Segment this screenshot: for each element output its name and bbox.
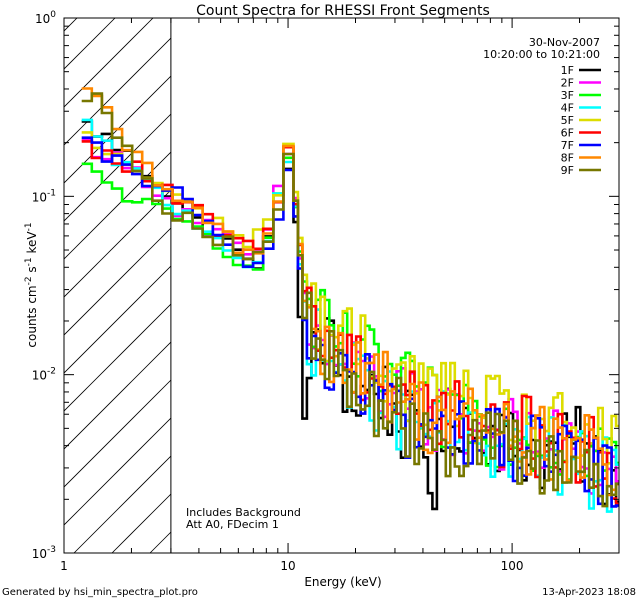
x-tick-labels: 1 10 100 xyxy=(60,559,523,573)
legend-label-8f: 8F xyxy=(561,152,574,165)
x-tick-label: 1 xyxy=(60,559,68,573)
legend-label-7f: 7F xyxy=(561,139,574,152)
generated-by-label: Generated by hsi_min_spectra_plot.pro xyxy=(2,587,198,598)
hatch-line xyxy=(64,18,230,184)
axis-ticks xyxy=(63,17,620,554)
chart-title: Count Spectra for RHESSI Front Segments xyxy=(196,3,490,19)
y-tick-label: 10-3 xyxy=(32,545,56,561)
legend-label-5f: 5F xyxy=(561,114,574,127)
y-axis-label: counts cm-2 s-1 keV-1 xyxy=(24,222,39,347)
time-range-label: 10:20:00 to 10:21:00 xyxy=(483,48,600,61)
legend-label-3f: 3F xyxy=(561,89,574,102)
y-label-exp-2: -1 xyxy=(24,257,34,266)
hatch-region xyxy=(64,18,619,553)
y-label-part-3: keV xyxy=(25,231,39,258)
y-tick-labels: 10-3 10-2 10-1 100 xyxy=(32,10,57,561)
hatch-line xyxy=(64,18,154,108)
legend-label-9f: 9F xyxy=(561,164,574,177)
annotation-attenuator: Att A0, FDecim 1 xyxy=(186,518,279,531)
y-label-part-1: counts cm xyxy=(25,285,39,347)
date-label: 30-Nov-2007 xyxy=(529,36,600,49)
legend-label-4f: 4F xyxy=(561,102,574,115)
legend-label-1f: 1F xyxy=(561,64,574,77)
series-line-9f xyxy=(81,92,619,508)
hatch-line xyxy=(64,18,192,146)
y-tick-label: 10-1 xyxy=(32,188,56,204)
y-tick-label: 100 xyxy=(35,10,56,26)
x-tick-label: 100 xyxy=(501,559,524,573)
hatch-line xyxy=(64,18,78,32)
x-tick-label: 10 xyxy=(280,559,295,573)
legend-label-6f: 6F xyxy=(561,127,574,140)
y-label-exp-1: -2 xyxy=(24,276,34,285)
annotation-background: Includes Background xyxy=(186,506,301,519)
plot-frame xyxy=(63,17,620,554)
y-label-part-2: s xyxy=(25,266,39,276)
legend-label-2f: 2F xyxy=(561,77,574,90)
x-axis-label: Energy (keV) xyxy=(304,575,381,589)
y-label-exp-3: -1 xyxy=(24,222,34,231)
timestamp-label: 13-Apr-2023 18:08 xyxy=(542,587,636,598)
y-tick-label: 10-2 xyxy=(32,367,56,383)
series-layer xyxy=(81,87,619,513)
